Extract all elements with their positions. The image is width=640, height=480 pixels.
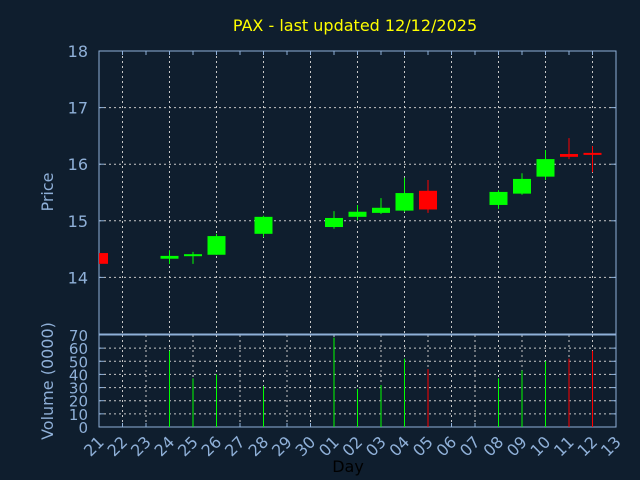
x-tick-label: 13 — [597, 432, 625, 460]
candle-body — [254, 216, 273, 234]
volume-axis-label: Volume (0000) — [38, 322, 57, 440]
candle-body — [536, 159, 555, 177]
volume-tick-label: 30 — [69, 380, 88, 398]
price-tick-label: 15 — [68, 212, 88, 231]
price-panel-frame — [98, 50, 617, 335]
volume-tick-label: 0 — [78, 419, 88, 437]
volume-tick-label: 50 — [69, 353, 88, 371]
volume-tick-label: 10 — [69, 406, 88, 424]
candle-body — [395, 193, 414, 211]
candle-body — [583, 152, 602, 155]
candle-body — [489, 191, 508, 205]
candle-body — [419, 190, 437, 210]
candle-body — [160, 255, 179, 259]
price-tick-label: 17 — [68, 99, 88, 118]
candle-body — [207, 236, 226, 255]
volume-tick-label: 40 — [69, 366, 88, 384]
candle-body — [513, 178, 531, 194]
candle-body — [560, 154, 578, 157]
candle-body — [184, 254, 202, 257]
volume-tick-label: 20 — [69, 393, 88, 411]
x-axis-label: Day — [332, 457, 364, 476]
price-tick-label: 14 — [68, 268, 88, 287]
candle-body — [325, 217, 343, 228]
volume-tick-label: 60 — [69, 340, 88, 358]
candle-body — [372, 207, 390, 213]
candle-body — [99, 253, 108, 264]
price-tick-label: 16 — [68, 155, 88, 174]
price-tick-label: 18 — [68, 42, 88, 61]
price-axis-label: Price — [38, 172, 57, 211]
volume-tick-label: 70 — [69, 327, 88, 345]
chart-title: PAX - last updated 12/12/2025 — [233, 16, 477, 35]
candle-body — [348, 211, 367, 217]
